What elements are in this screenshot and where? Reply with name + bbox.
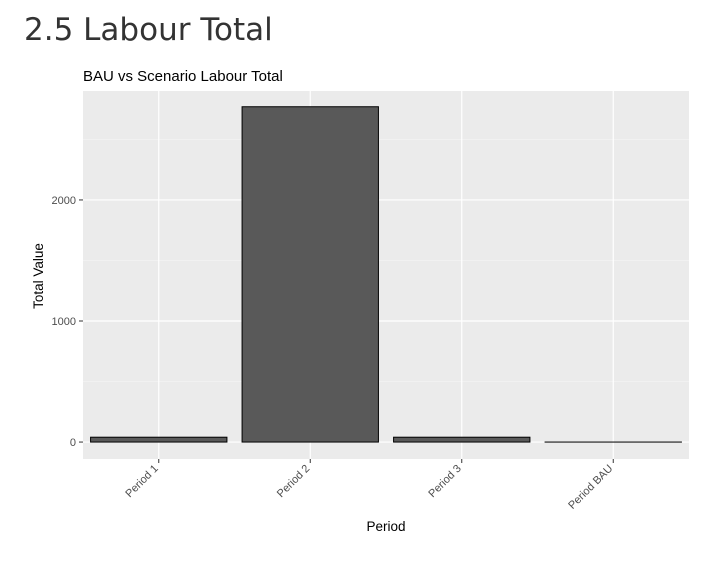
y-tick-label: 2000 — [52, 195, 76, 207]
x-tick-label: Period BAU — [566, 463, 615, 512]
y-axis: 0 1000 2000 — [52, 195, 83, 449]
bar-period-3 — [393, 436, 531, 443]
bar-period-1 — [90, 436, 228, 443]
y-tick-label: 0 — [70, 437, 76, 449]
x-tick-label: Period 2 — [275, 463, 312, 500]
bars — [90, 106, 682, 443]
y-tick-label: 1000 — [52, 316, 76, 328]
x-tick-label: Period 1 — [123, 463, 160, 500]
section-title: 2.5 Labour Total — [24, 12, 273, 48]
x-axis: Period 1 Period 2 Period 3 Period BAU — [123, 459, 615, 512]
x-axis-label: Period — [366, 519, 405, 534]
plot-panel — [83, 91, 689, 459]
chart-title: BAU vs Scenario Labour Total — [83, 68, 283, 85]
minor-gridlines — [83, 139, 689, 382]
bar-period-2 — [241, 106, 379, 443]
y-axis-label: Total Value — [31, 243, 46, 309]
x-tick-label: Period 3 — [426, 463, 463, 500]
